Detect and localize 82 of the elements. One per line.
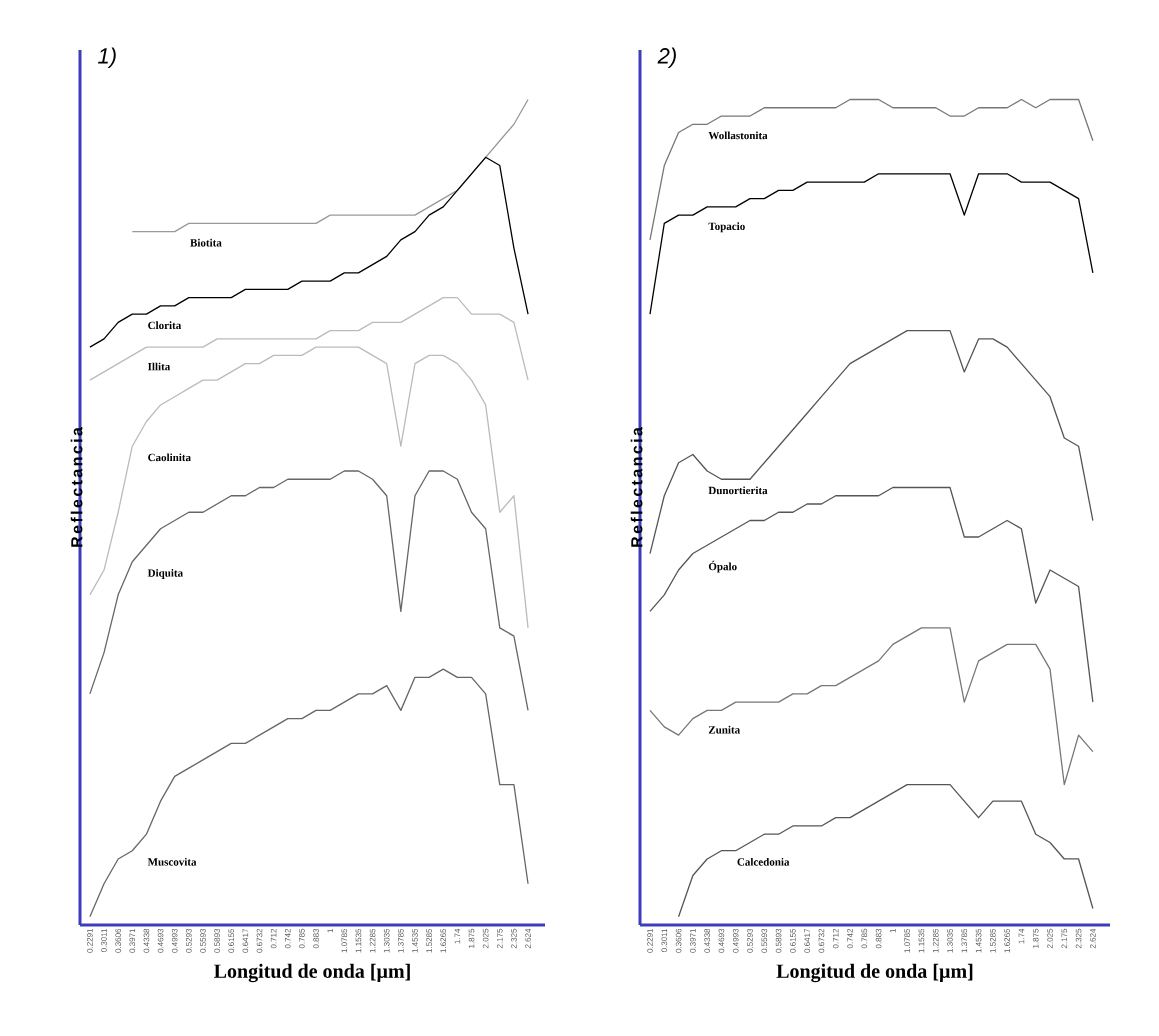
x-tick-label: 0.785 xyxy=(861,928,868,949)
x-tick-label: 0.2291 xyxy=(87,928,93,953)
x-tick-label: 2.624 xyxy=(525,928,531,949)
x-tick-label: 1.6265 xyxy=(1004,928,1010,953)
x-tick-label: 1 xyxy=(327,928,333,933)
x-tick-label: 1.3035 xyxy=(383,928,390,953)
series-label: Calcedonia xyxy=(737,857,790,866)
series-label: Zunita xyxy=(708,725,740,734)
x-tick-label: 1.3785 xyxy=(961,928,968,953)
x-tick-label: 1.1535 xyxy=(355,928,362,953)
x-tick-label: 0.5593 xyxy=(200,928,206,953)
x-tick-label: 1.4535 xyxy=(975,928,982,953)
y-axis-title: Reflectancia xyxy=(70,427,83,547)
x-tick-label: 0.712 xyxy=(270,928,277,949)
x-tick-label: 0.3011 xyxy=(101,928,107,953)
x-tick-label: 0.5293 xyxy=(186,928,192,953)
x-tick-label: 1.0785 xyxy=(904,928,910,953)
x-tick-label: 1.74 xyxy=(1018,928,1025,944)
x-tick-label: 0.4693 xyxy=(718,928,725,953)
x-tick-label: 0.3606 xyxy=(675,928,682,953)
x-tick-label: 0.5293 xyxy=(747,928,753,953)
series-label: Diquita xyxy=(147,569,183,579)
x-tick-label: 0.5593 xyxy=(761,928,768,953)
x-tick-label: 2.624 xyxy=(1090,928,1096,949)
x-tick-label: 2.325 xyxy=(1075,928,1082,949)
x-tick-label: 0.6417 xyxy=(242,928,249,953)
x-tick-label: 1.875 xyxy=(1032,928,1039,948)
x-tick-label: 0.5893 xyxy=(214,928,220,953)
x-tick-label: 1 xyxy=(890,928,896,933)
x-tick-label: 1.0785 xyxy=(341,928,348,953)
x-tick-label: 0.4993 xyxy=(171,928,178,953)
chart-title: 1) xyxy=(98,47,116,69)
x-tick-label: 1.4535 xyxy=(412,928,418,953)
chart-title: 2) xyxy=(657,47,676,69)
x-tick-label: 0.4338 xyxy=(704,928,710,953)
x-tick-label: 0.712 xyxy=(832,928,839,949)
series-label: Muscovita xyxy=(147,857,197,866)
x-tick-label: 0.4693 xyxy=(157,928,164,953)
series-label: Topacio xyxy=(708,222,745,233)
x-tick-label: 0.6155 xyxy=(228,928,235,953)
series-label: Wollastonita xyxy=(708,131,768,140)
series-label: Dunortierita xyxy=(708,486,768,495)
x-tick-label: 0.742 xyxy=(847,928,853,949)
series-label: Clorita xyxy=(148,321,182,330)
x-tick-label: 0.742 xyxy=(284,928,291,949)
x-tick-label: 2.025 xyxy=(482,928,489,949)
x-tick-label: 1.875 xyxy=(468,928,475,948)
x-tick-label: 2.175 xyxy=(496,928,503,949)
x-tick-label: 0.883 xyxy=(313,928,319,949)
x-axis-title: Longitud de onda [µm] xyxy=(214,963,410,983)
x-tick-label: 1.1535 xyxy=(918,928,925,953)
x-tick-label: 1.3035 xyxy=(947,928,953,953)
x-tick-label: 2.175 xyxy=(1061,928,1068,949)
series-label: Illita xyxy=(148,362,171,371)
x-tick-label: 1.5285 xyxy=(426,928,432,953)
series-label: Ópalo xyxy=(708,560,737,573)
x-tick-label: 1.2285 xyxy=(932,928,939,953)
y-axis-title: Reflectancia xyxy=(630,427,643,547)
x-tick-label: 2.025 xyxy=(1047,928,1053,949)
x-tick-label: 0.3011 xyxy=(661,928,668,953)
x-tick-label: 1.2285 xyxy=(369,928,376,953)
series-label: Biotita xyxy=(190,238,222,247)
x-tick-label: 0.6155 xyxy=(790,928,796,953)
x-tick-label: 1.74 xyxy=(454,928,461,944)
x-tick-label: 1.6265 xyxy=(440,928,447,953)
x-tick-label: 0.2291 xyxy=(647,928,653,953)
x-tick-label: 0.5893 xyxy=(775,928,782,953)
x-tick-label: 0.3606 xyxy=(115,928,121,953)
x-tick-label: 0.785 xyxy=(299,928,305,949)
x-tick-label: 0.4338 xyxy=(143,928,150,953)
x-tick-label: 0.4993 xyxy=(732,928,739,953)
x-tick-label: 0.6732 xyxy=(818,928,825,953)
x-tick-label: 0.6732 xyxy=(256,928,263,953)
x-tick-label: 0.3971 xyxy=(129,928,136,953)
x-tick-label: 1.3785 xyxy=(398,928,404,953)
x-axis-title: Longitud de onda [µm] xyxy=(776,963,973,983)
x-tick-label: 2.325 xyxy=(511,928,517,949)
x-tick-label: 0.883 xyxy=(875,928,882,949)
series-label: Caolinita xyxy=(148,453,191,462)
x-tick-label: 0.6417 xyxy=(804,928,810,953)
x-tick-label: 0.3971 xyxy=(690,928,696,953)
x-tick-label: 1.5285 xyxy=(990,928,996,953)
